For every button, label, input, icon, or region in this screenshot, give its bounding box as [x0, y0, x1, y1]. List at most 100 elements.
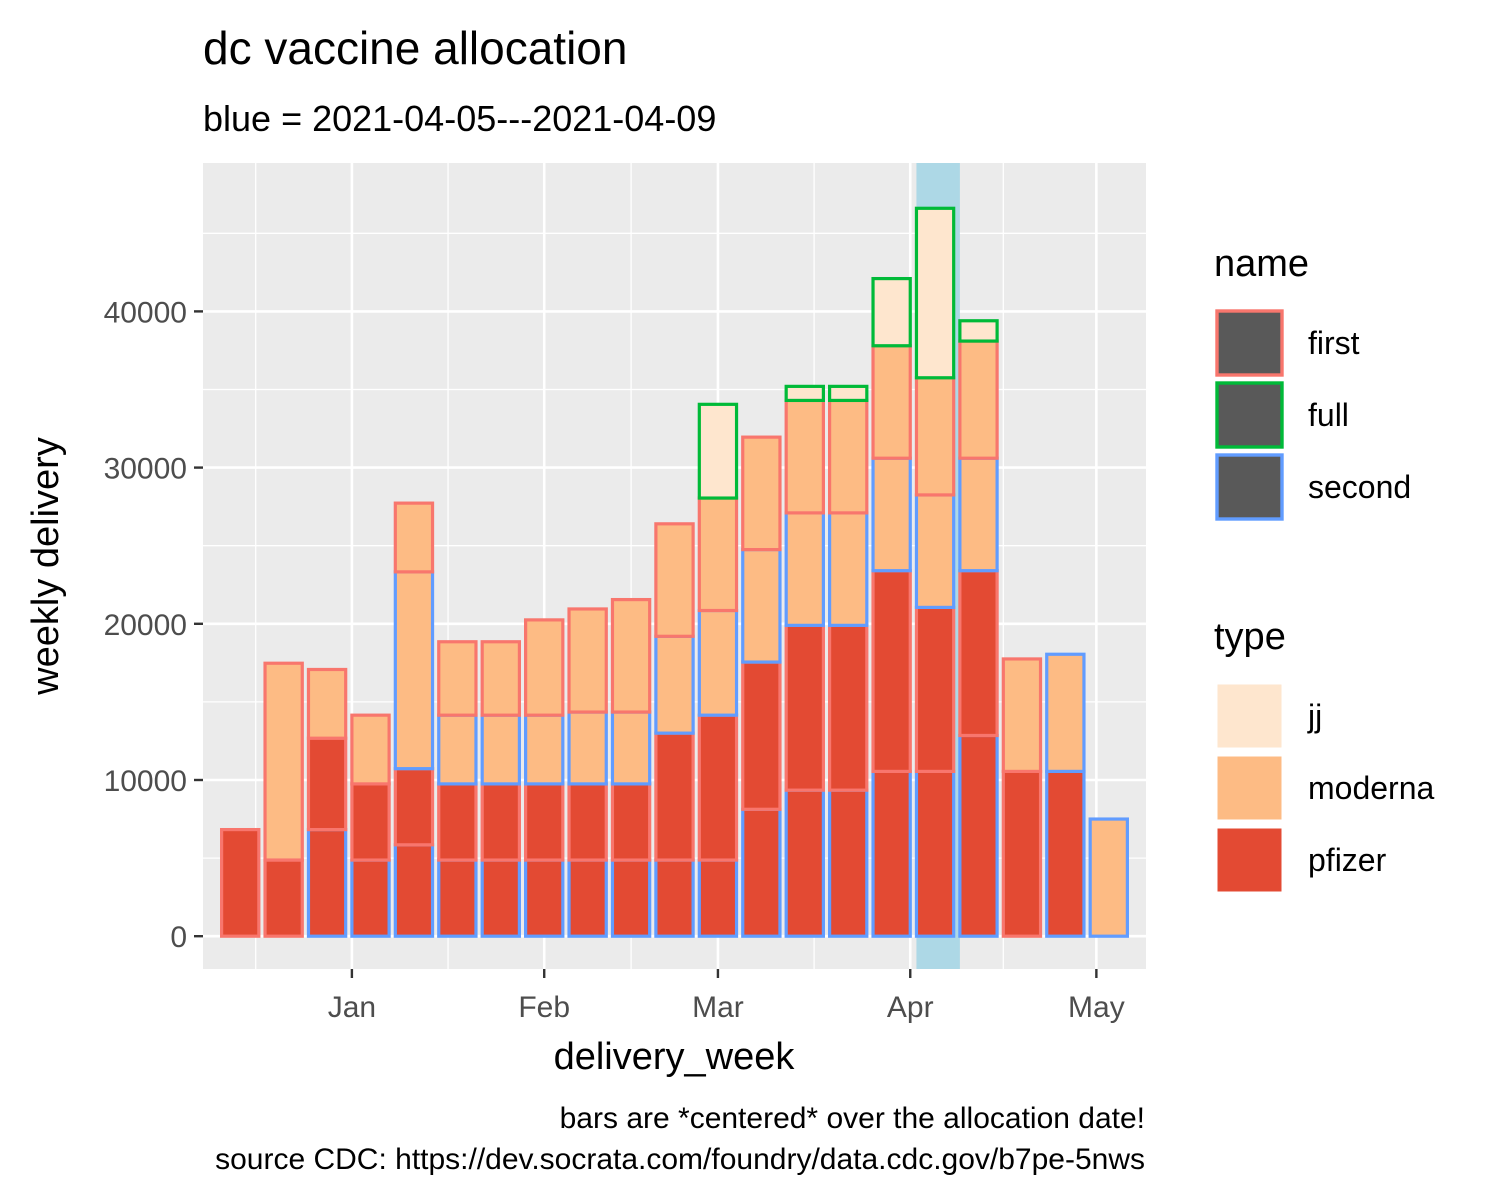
- legend-key-second: [1215, 453, 1284, 521]
- bar-segment-pfizer-second: [1045, 769, 1086, 938]
- bar-segment-pfizer-second: [350, 858, 391, 938]
- legend-label-full: full: [1308, 397, 1349, 433]
- bar-segment-moderna-second: [741, 547, 782, 664]
- bar-segment-pfizer-first: [220, 827, 261, 938]
- bar-segment-moderna-second: [524, 713, 565, 786]
- bar-segment-moderna-first: [958, 339, 999, 460]
- bar-segment-pfizer-second: [697, 858, 739, 938]
- bars: [220, 206, 1129, 938]
- bar-segment-moderna-first: [393, 501, 435, 574]
- bar-segment-moderna-second: [914, 493, 956, 609]
- bar-segment-moderna-first: [654, 522, 695, 638]
- bar-segment-pfizer-second: [784, 788, 825, 938]
- caption-line-1: bars are *centered* over the allocation …: [560, 1102, 1145, 1135]
- bar-segment-pfizer-first: [393, 767, 435, 847]
- bar-segment-moderna-first: [524, 618, 565, 717]
- bar-segment-jj-full: [958, 319, 999, 343]
- bar-segment-pfizer-second: [871, 769, 912, 938]
- legend-key-full: [1215, 381, 1284, 449]
- legend-key-pfizer: [1216, 827, 1283, 893]
- bar-segment-jj-full: [827, 384, 869, 403]
- bar-segment-moderna-second: [610, 710, 652, 786]
- bar-segment-moderna-second: [393, 570, 435, 771]
- y-tick-label: 30000: [104, 453, 187, 486]
- x-tick-label: May: [1068, 991, 1125, 1024]
- caption-line-2: source CDC: https://dev.socrata.com/foun…: [215, 1143, 1145, 1176]
- x-tick-label: Feb: [518, 991, 570, 1024]
- bar-segment-moderna-first: [567, 607, 608, 714]
- bar-segment-moderna-first: [914, 376, 956, 497]
- bar-segment-pfizer-first: [350, 782, 391, 862]
- bar-segment-pfizer-second: [958, 733, 999, 938]
- bar-segment-pfizer-second: [827, 788, 869, 938]
- bar-segment-moderna-first: [1001, 657, 1043, 774]
- bar-segment-moderna-second: [871, 456, 912, 573]
- legends: name first full second type jj moderna pfizer: [1214, 243, 1435, 893]
- bar-segment-moderna-second: [784, 511, 825, 627]
- bar-segment-jj-full: [697, 402, 739, 500]
- bar-segment-pfizer-first: [958, 569, 999, 738]
- x-tick-label: Mar: [692, 991, 744, 1024]
- bar-segment-pfizer-first: [741, 660, 782, 811]
- bar-segment-moderna-first: [306, 667, 348, 740]
- legend-title-type: type: [1214, 616, 1286, 658]
- chart-title: dc vaccine allocation: [203, 22, 627, 74]
- bar-segment-pfizer-first: [480, 782, 522, 862]
- bar-segment-moderna-first: [741, 435, 782, 552]
- y-axis-title: weekly delivery: [25, 437, 67, 696]
- legend-key-jj: [1216, 683, 1283, 749]
- y-tick-label: 40000: [104, 296, 187, 329]
- legend-title-name: name: [1214, 243, 1309, 285]
- bar-segment-pfizer-first: [784, 623, 825, 792]
- bar-segment-pfizer-second: [306, 827, 348, 938]
- bar-segment-jj-full: [871, 276, 912, 348]
- bar-segment-pfizer-second: [914, 769, 956, 938]
- bar-segment-moderna-first: [480, 640, 522, 717]
- bar-segment-pfizer-first: [914, 605, 956, 774]
- bar-segment-moderna-second: [480, 713, 522, 786]
- chart-subtitle: blue = 2021-04-05---2021-04-09: [203, 98, 716, 139]
- bar-segment-pfizer-first: [654, 731, 695, 862]
- bar-segment-moderna-first: [437, 640, 478, 717]
- legend-label-pfizer: pfizer: [1308, 842, 1387, 878]
- bar-segment-pfizer-first: [567, 782, 608, 862]
- bar-segment-moderna-first: [610, 597, 652, 714]
- bar-segment-moderna-first: [784, 398, 825, 515]
- bar-segment-moderna-second: [697, 608, 739, 717]
- x-axis-title: delivery_week: [554, 1036, 796, 1078]
- legend-label-second: second: [1308, 469, 1411, 505]
- bar-segment-moderna-second: [827, 511, 869, 627]
- bar-segment-moderna-second: [1088, 817, 1129, 938]
- x-tick-label: Apr: [887, 991, 934, 1024]
- bar-segment-pfizer-first: [524, 782, 565, 862]
- bar-segment-moderna-second: [958, 456, 999, 573]
- bar-segment-pfizer-first: [610, 782, 652, 862]
- y-axis: 0 10000 20000 30000 40000: [104, 296, 203, 954]
- legend-key-first: [1215, 309, 1284, 377]
- bar-segment-pfizer-second: [480, 858, 522, 938]
- bar-segment-pfizer-second: [741, 807, 782, 938]
- bar-segment-moderna-second: [1045, 652, 1086, 774]
- bar-segment-moderna-first: [697, 496, 739, 613]
- bar-segment-pfizer-first: [263, 858, 304, 938]
- bar-segment-moderna-first: [871, 344, 912, 460]
- x-axis: Jan Feb Mar Apr May: [328, 969, 1125, 1024]
- bar-segment-moderna-second: [567, 710, 608, 786]
- legend-label-first: first: [1308, 325, 1360, 361]
- bar-segment-pfizer-first: [871, 569, 912, 774]
- bar-segment-pfizer-second: [654, 858, 695, 938]
- bar-segment-jj-full: [784, 384, 825, 403]
- bar-segment-pfizer-second: [524, 858, 565, 938]
- bar-segment-moderna-first: [350, 713, 391, 786]
- bar-segment-pfizer-first: [306, 736, 348, 832]
- bar-segment-moderna-second: [437, 713, 478, 786]
- x-tick-label: Jan: [328, 991, 376, 1024]
- bar-segment-moderna-first: [827, 398, 869, 515]
- legend-key-moderna: [1216, 755, 1283, 821]
- y-tick-label: 10000: [104, 765, 187, 798]
- legend-label-jj: jj: [1307, 698, 1322, 734]
- legend-label-moderna: moderna: [1308, 770, 1435, 806]
- bar-segment-jj-full: [914, 206, 956, 380]
- bar-segment-moderna-second: [654, 634, 695, 735]
